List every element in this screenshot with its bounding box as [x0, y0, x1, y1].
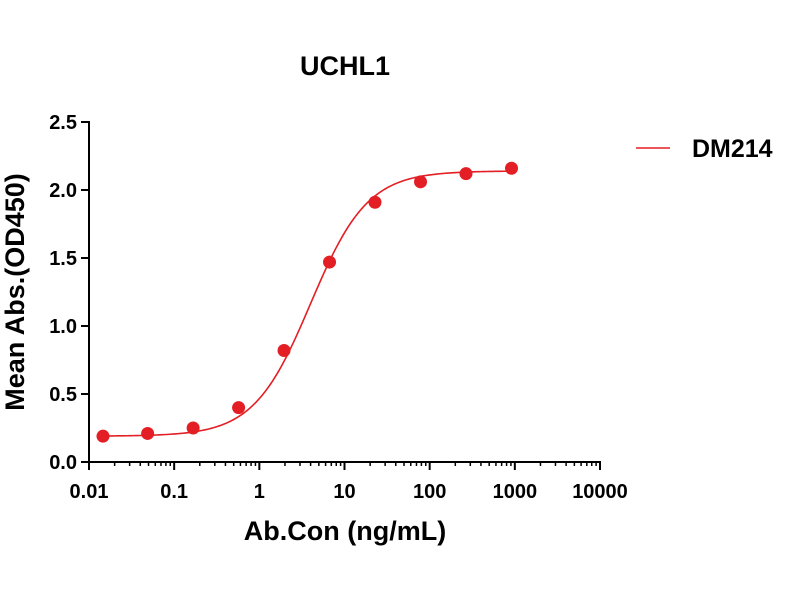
- fit-curve-dm214: [102, 170, 512, 437]
- y-tick-label: 2.5: [49, 112, 77, 134]
- x-tick-label: 1: [254, 481, 265, 503]
- x-tick-label: 10: [333, 481, 355, 503]
- y-tick-label: 0.5: [49, 384, 77, 406]
- x-tick-label: 0.01: [70, 481, 109, 503]
- data-point: [368, 195, 382, 209]
- data-point: [323, 255, 337, 269]
- y-axis-label: Mean Abs.(OD450): [0, 173, 30, 411]
- y-tick-label: 2.0: [49, 180, 77, 202]
- chart-title: UCHL1: [300, 51, 390, 81]
- legend-label-dm214: DM214: [692, 135, 773, 163]
- data-point: [96, 429, 110, 443]
- legend: DM214: [636, 135, 773, 163]
- data-point: [505, 161, 519, 175]
- x-ticks: 0.01 0.1 1 10 100 1000 10000: [70, 462, 628, 503]
- x-tick-label: 1000: [493, 481, 538, 503]
- x-tick-label: 10000: [572, 481, 628, 503]
- data-point: [277, 343, 291, 357]
- x-tick-label: 0.1: [160, 481, 188, 503]
- y-tick-label: 1.0: [49, 316, 77, 338]
- x-axis-label: Ab.Con (ng/mL): [244, 516, 446, 546]
- x-tick-label: 100: [413, 481, 446, 503]
- data-point: [459, 167, 473, 181]
- data-point: [414, 175, 428, 189]
- y-tick-label: 1.5: [49, 248, 77, 270]
- plot-area: 0.0 0.5 1.0 1.5 2.0 2.5 0.01 0.1 1 10 100 1000 1000…: [49, 112, 628, 503]
- y-tick-label: 0.0: [49, 452, 77, 474]
- y-ticks: 0.0 0.5 1.0 1.5 2.0 2.5: [49, 112, 89, 474]
- data-point: [232, 401, 246, 415]
- data-points: [96, 161, 519, 443]
- data-point: [186, 421, 200, 435]
- data-point: [141, 426, 155, 440]
